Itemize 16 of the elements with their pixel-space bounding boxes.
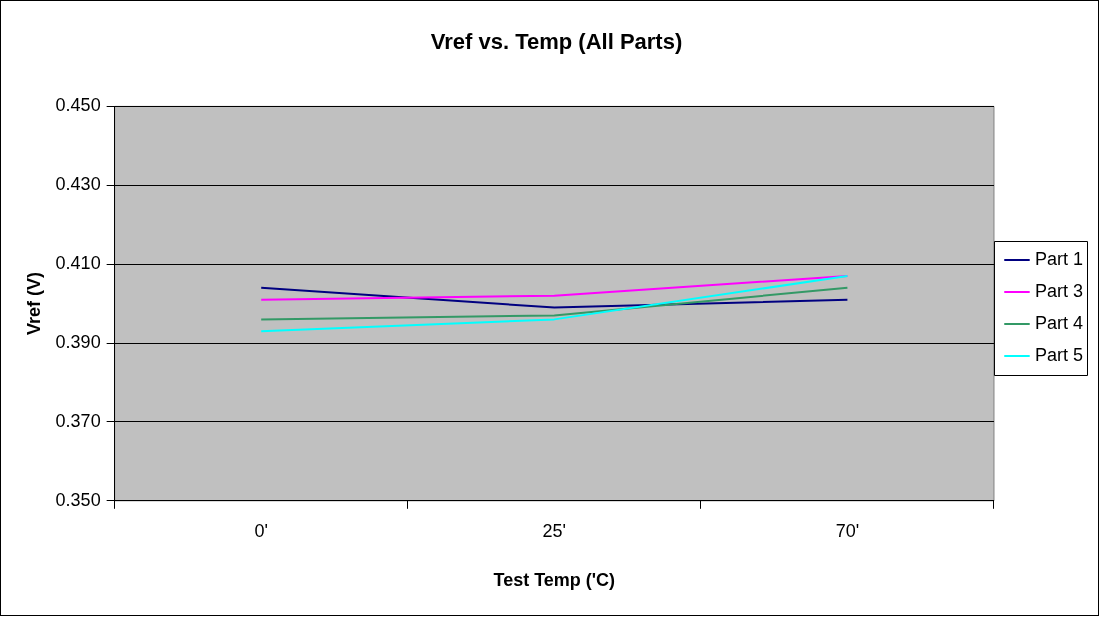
y-tick-label: 0.390 [55, 332, 101, 353]
x-tick-label: 70' [835, 520, 860, 541]
y-tick-label: 0.410 [55, 253, 101, 274]
y-tick-label: 0.350 [55, 489, 101, 510]
x-axis-title: Test Temp ('C) [493, 570, 616, 591]
y-axis-title: Vref (V) [23, 272, 44, 336]
chart-title: Vref vs. Temp (All Parts) [430, 29, 683, 55]
legend-label: Part 5 [1034, 344, 1084, 365]
legend-label: Part 3 [1034, 280, 1084, 301]
legend-label: Part 1 [1034, 248, 1084, 269]
y-tick-label: 0.450 [55, 95, 101, 116]
y-tick-label: 0.370 [55, 410, 101, 431]
y-tick-label: 0.430 [55, 174, 101, 195]
x-tick-label: 0' [254, 520, 268, 541]
legend-label: Part 4 [1034, 312, 1084, 333]
x-tick-label: 25' [542, 520, 567, 541]
